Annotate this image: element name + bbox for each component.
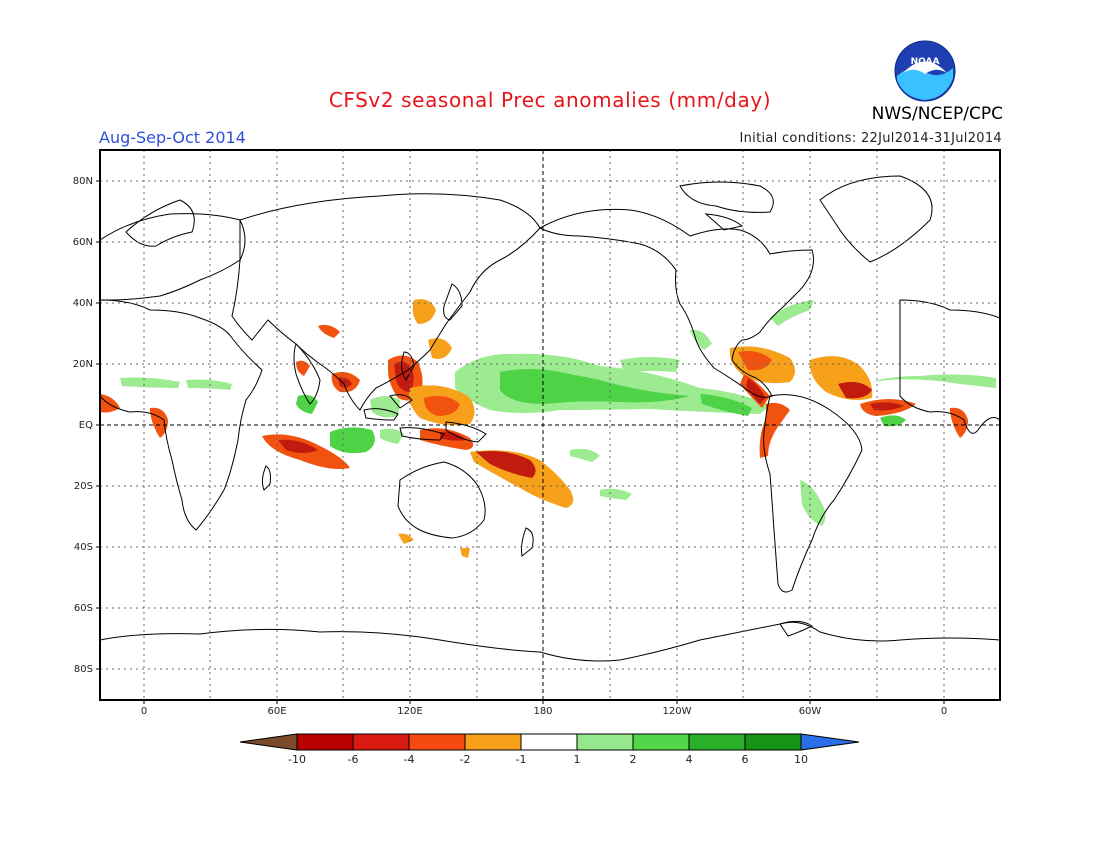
lon-tick-label: 0 bbox=[941, 706, 947, 717]
coast-south-america bbox=[763, 394, 863, 593]
anomaly-dry-spcz-core bbox=[476, 451, 536, 478]
coast-japan bbox=[443, 283, 463, 321]
anomaly-wet-indian-ocean bbox=[296, 394, 375, 454]
longitude-axis: 0 60E 120E 180 120W 60W 0 bbox=[141, 706, 947, 717]
legend-color-box bbox=[632, 733, 690, 751]
coast-antarctica-peninsula bbox=[779, 620, 813, 637]
anomaly-dry-caribbean-core bbox=[738, 351, 772, 408]
legend-label: -4 bbox=[404, 753, 415, 766]
anomaly-wet-gulf-stream bbox=[770, 300, 814, 326]
latitude-axis: 80N 60N 40N 20N EQ 20S 40S 60S 80S bbox=[73, 176, 93, 675]
coast-india bbox=[293, 343, 321, 405]
coastlines bbox=[100, 175, 1000, 662]
coast-greenland bbox=[819, 175, 933, 263]
legend-label: 4 bbox=[686, 753, 693, 766]
coast-asia bbox=[231, 193, 541, 411]
anomaly-wet-south-america bbox=[800, 480, 826, 526]
initial-conditions: Initial conditions: 22Jul2014-31Jul2014 bbox=[739, 131, 1002, 146]
legend-arrow-left bbox=[239, 733, 298, 751]
lat-tick-label: EQ bbox=[79, 420, 93, 431]
coast-north-america bbox=[538, 208, 814, 398]
legend-labels: -10 -6 -4 -2 -1 1 2 4 6 10 bbox=[288, 753, 808, 766]
anomaly-dry-west-pacific-core bbox=[424, 396, 460, 416]
legend-color-box bbox=[408, 733, 466, 751]
legend-label: 2 bbox=[630, 753, 637, 766]
lat-tick-label: 80N bbox=[73, 176, 93, 187]
lat-tick-label: 40S bbox=[74, 542, 93, 553]
logo-text: NOAA bbox=[911, 57, 940, 67]
legend-color-box bbox=[352, 733, 410, 751]
anomaly-wet-maritime bbox=[370, 396, 404, 444]
coast-scandinavia bbox=[125, 199, 195, 247]
anomaly-dry-east-atlantic-core bbox=[870, 402, 904, 411]
anomaly-dry-new-guinea-core bbox=[440, 431, 466, 441]
anomaly-dry-south-indian-core bbox=[278, 439, 318, 453]
coast-arctic-islands bbox=[679, 181, 774, 231]
coast-indonesia bbox=[363, 394, 487, 443]
anomaly-wet-pacific-core bbox=[500, 369, 690, 404]
anomaly-dry-arabian bbox=[296, 324, 340, 376]
legend-label: -6 bbox=[348, 753, 359, 766]
legend-color-box bbox=[576, 733, 634, 751]
anomaly-wet-pacific-north bbox=[620, 357, 680, 372]
agency-label: NWS/NCEP/CPC bbox=[871, 104, 1003, 124]
legend-color-box bbox=[296, 733, 354, 751]
legend-color-box bbox=[744, 733, 802, 751]
lat-tick-label: 80S bbox=[74, 664, 93, 675]
coast-new-zealand bbox=[521, 527, 534, 557]
legend-label: 6 bbox=[742, 753, 749, 766]
anomaly-dry-west-africa bbox=[100, 394, 120, 413]
legend-color-boxes bbox=[239, 733, 860, 751]
anomaly-wet-atlantic-small bbox=[880, 415, 906, 427]
anomaly-dry-bay-of-bengal-core bbox=[338, 377, 352, 388]
legend-color-box bbox=[688, 733, 746, 751]
noaa-logo-icon: NOAA bbox=[894, 40, 956, 106]
legend-label: 10 bbox=[794, 753, 808, 766]
chart-title: CFSv2 seasonal Prec anomalies (mm/day) bbox=[328, 88, 772, 112]
anomaly-dry-colombia bbox=[759, 402, 790, 458]
coast-africa-east-copy bbox=[899, 299, 1000, 434]
lon-tick-label: 60E bbox=[267, 706, 286, 717]
coast-madagascar bbox=[261, 465, 271, 491]
anomaly-dry-japan-sea bbox=[412, 299, 436, 324]
lon-tick-label: 120W bbox=[663, 706, 692, 717]
lon-tick-label: 120E bbox=[397, 706, 422, 717]
lat-tick-label: 20S bbox=[74, 481, 93, 492]
legend-label: -1 bbox=[516, 753, 527, 766]
legend-color-box bbox=[520, 733, 578, 751]
lon-tick-label: 0 bbox=[141, 706, 147, 717]
lat-tick-label: 60N bbox=[73, 237, 93, 248]
anomaly-wet-mexico bbox=[690, 329, 712, 350]
anomaly-shading bbox=[100, 299, 996, 558]
lon-tick-label: 180 bbox=[533, 706, 552, 717]
legend-arrow-right bbox=[800, 733, 860, 751]
legend-color-box bbox=[464, 733, 522, 751]
coast-australia bbox=[397, 461, 486, 539]
longitude-ticks bbox=[143, 700, 945, 704]
anomaly-wet-atlantic-itcz bbox=[872, 374, 996, 388]
legend-label: 1 bbox=[574, 753, 581, 766]
lat-tick-label: 20N bbox=[73, 359, 93, 370]
anomaly-dry-tropical-atlantic-core bbox=[838, 382, 872, 399]
lat-tick-label: 40N bbox=[73, 298, 93, 309]
gridlines bbox=[100, 150, 1000, 700]
coast-antarctica bbox=[100, 621, 1000, 662]
coast-africa-west bbox=[100, 299, 263, 531]
lat-tick-label: 60S bbox=[74, 603, 93, 614]
forecast-period: Aug-Sep-Oct 2014 bbox=[99, 128, 246, 147]
anomaly-dry-central-america-core bbox=[746, 378, 766, 404]
legend-label: -10 bbox=[288, 753, 306, 766]
lon-tick-label: 60W bbox=[799, 706, 822, 717]
anomaly-wet-west-africa bbox=[120, 377, 232, 390]
legend-label: -2 bbox=[460, 753, 471, 766]
latitude-ticks bbox=[96, 180, 100, 670]
anomaly-dry-australia-south bbox=[398, 533, 470, 558]
anomaly-wet-east-pacific bbox=[700, 394, 752, 416]
anomaly-wet-pacific-south bbox=[570, 448, 632, 500]
